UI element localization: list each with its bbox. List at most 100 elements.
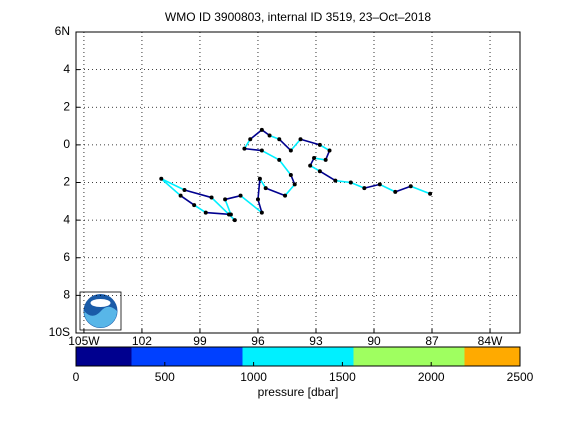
x-tick-label: 105W xyxy=(68,334,100,348)
profile-point xyxy=(283,193,288,198)
profile-point xyxy=(259,148,264,153)
profile-point xyxy=(242,146,247,151)
profile-point xyxy=(192,203,197,208)
colorbar-bin xyxy=(464,347,520,366)
x-tick-label: 93 xyxy=(309,334,323,348)
profile-point xyxy=(226,212,231,217)
profile-point xyxy=(317,169,322,174)
y-tick-label: 8 xyxy=(63,288,70,302)
profile-point xyxy=(277,157,282,162)
profile-point xyxy=(257,176,262,181)
track-segment xyxy=(319,170,336,182)
x-tick-label: 90 xyxy=(367,334,381,348)
track-segment xyxy=(335,179,351,184)
track-segment xyxy=(160,178,182,197)
colorbar-bin xyxy=(353,347,465,366)
colorbar-tick-label: 1500 xyxy=(329,370,356,384)
x-tick-label: 99 xyxy=(193,334,207,348)
profile-point xyxy=(277,137,282,142)
x-tick-label: 96 xyxy=(251,334,265,348)
profile-point xyxy=(159,176,164,181)
y-tick-label: 2 xyxy=(63,175,70,189)
profile-point xyxy=(393,189,398,194)
track-segment xyxy=(180,195,195,206)
profile-point xyxy=(308,163,313,168)
x-tick-label: 87 xyxy=(425,334,439,348)
colorbar-frame xyxy=(75,346,521,367)
track-segment xyxy=(184,189,212,199)
track-segment xyxy=(211,196,230,216)
profile-point xyxy=(408,184,413,189)
profile-point xyxy=(248,137,253,142)
track-segment xyxy=(193,204,207,214)
colorbar-bin xyxy=(76,347,132,366)
profile-point xyxy=(267,133,272,138)
profile-point xyxy=(312,156,317,161)
profile-point xyxy=(327,148,332,153)
y-tick-label: 2 xyxy=(63,99,70,113)
track-segment xyxy=(290,138,302,152)
track-segment xyxy=(364,183,380,189)
profile-point xyxy=(323,157,328,162)
y-tick-label: 6 xyxy=(63,250,70,264)
colorbar-tick-label: 500 xyxy=(155,370,175,384)
profile-point xyxy=(288,148,293,153)
track-segment xyxy=(160,178,185,191)
track-segment xyxy=(244,147,262,152)
profile-point xyxy=(238,193,243,198)
profile-point xyxy=(377,182,382,187)
noaa-logo xyxy=(79,291,122,331)
profile-point xyxy=(182,188,187,193)
track-segment xyxy=(278,138,292,152)
track-segment xyxy=(284,183,296,197)
plot-frame xyxy=(75,31,521,334)
track-segment xyxy=(379,183,396,193)
profile-point xyxy=(263,186,268,191)
profile-point xyxy=(298,137,303,142)
colorbar-tick-label: 1000 xyxy=(240,370,267,384)
colorbar-label: pressure [dbar] xyxy=(258,385,339,399)
track-segment xyxy=(265,187,286,197)
track-segment xyxy=(394,185,412,193)
profile-point xyxy=(317,142,322,147)
track-segment xyxy=(300,138,321,146)
profile-point xyxy=(348,180,353,185)
profile-point xyxy=(255,197,260,202)
profile-point xyxy=(288,172,293,177)
track-segment xyxy=(350,181,365,189)
track-segment xyxy=(205,211,231,216)
track-segment xyxy=(249,129,263,140)
profile-point xyxy=(178,193,183,198)
track-segment xyxy=(257,178,261,200)
profile-point xyxy=(232,218,237,223)
track-segment xyxy=(240,195,263,214)
track-segment xyxy=(257,199,263,213)
y-tick-label: 0 xyxy=(63,137,70,151)
y-tick-label: 6N xyxy=(55,24,70,38)
profile-point xyxy=(203,210,208,215)
track-segment xyxy=(224,194,241,201)
colorbar-tick-label: 0 xyxy=(73,370,80,384)
colorbar-bin xyxy=(242,347,354,366)
profile-point xyxy=(209,195,214,200)
y-tick-label: 4 xyxy=(63,212,70,226)
profile-point xyxy=(259,127,264,132)
profile-point xyxy=(259,210,264,215)
colorbar-bin xyxy=(131,347,243,366)
profile-point xyxy=(362,186,367,191)
track-segment xyxy=(410,185,431,195)
y-tick-label: 4 xyxy=(63,62,70,76)
colorbar-tick-label: 2000 xyxy=(418,370,445,384)
y-tick-label: 10S xyxy=(49,325,70,339)
profile-point xyxy=(292,182,297,187)
track-segment xyxy=(224,199,232,215)
chart-title: WMO ID 3900803, internal ID 3519, 23–Oct… xyxy=(165,10,431,24)
track-segment xyxy=(278,159,292,176)
x-tick-label: 84W xyxy=(478,334,503,348)
track-segment xyxy=(261,149,280,161)
profile-point xyxy=(223,197,228,202)
profile-point xyxy=(428,191,433,196)
colorbar-tick-label: 2500 xyxy=(507,370,534,384)
profile-point xyxy=(333,178,338,183)
